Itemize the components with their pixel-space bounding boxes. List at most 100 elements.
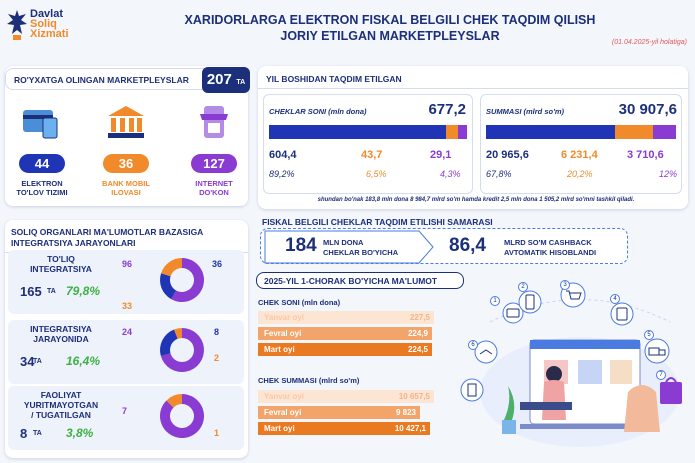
online-shop-icon <box>200 106 228 138</box>
integration-donut <box>160 394 204 438</box>
step-badge: 5 <box>644 330 654 340</box>
payment-systems-label: ELEKTRON TO'LOV TIZIMI <box>16 179 68 197</box>
integration-pct: 79,8% <box>66 284 101 298</box>
sum-val-2: 6 231,4 <box>561 149 598 161</box>
quarter-bar-month: Mart oyi <box>264 424 295 433</box>
quarter-checks-label: CHEK SONI (mln dona) <box>258 298 341 307</box>
bank-building-icon <box>108 106 144 138</box>
effect-right-value: 86,4 <box>449 235 486 256</box>
integration-header: SOLIQ ORGANLARI MA'LUMOTLAR BAZASIGA INT… <box>11 227 204 248</box>
money-hand-icon <box>474 340 498 364</box>
title-line1: XARIDORLARGA ELEKTRON FISKAL BELGILI CHE… <box>184 13 596 27</box>
donut-slice-a <box>171 258 204 302</box>
integration-row <box>8 320 244 384</box>
integration-donut <box>160 328 204 372</box>
checks-box: CHEKLAR SONI (mln dona) 677,2 604,4 43,7… <box>263 94 473 194</box>
step-badge: 3 <box>560 280 570 290</box>
sum-box: SUMMASI (mlrd so'm) 30 907,6 20 965,6 6 … <box>480 94 682 194</box>
sum-pct-3: 12% <box>659 169 678 179</box>
integration-row-title-line: JARAYONIDA <box>33 334 89 344</box>
logo-line3: Xizmati <box>30 28 69 40</box>
checks-bar-seg-2 <box>445 125 459 139</box>
integration-row-title-line: INTEGRATSIYA <box>30 324 92 334</box>
credit-card-terminal-icon <box>23 110 58 139</box>
integration-row-title-line: INTEGRATSIYA <box>30 264 92 274</box>
chevron-arrow-shape <box>264 230 434 264</box>
step-badge: 1 <box>490 296 500 306</box>
bank-apps-label: BANK MOBIL ILOVASI <box>102 179 150 197</box>
logo-line2: Soliq <box>30 18 57 30</box>
donut-slice-b <box>160 329 178 357</box>
donut-label-b: 36 <box>212 259 223 269</box>
integration-row-title-line: TO'LIQ <box>47 254 75 264</box>
quarter-bar: Fevral oyi 224,9 <box>258 327 432 340</box>
donut-label-c: 2 <box>214 353 220 363</box>
sum-bar-seg-3 <box>653 125 676 139</box>
quarter-bar-month: Yanvar oyi <box>264 392 305 401</box>
registered-panel: RO'YXATGA OLINGAN MARKETPLEYSLAR 207 TA … <box>5 66 250 206</box>
quarter-bar-value: 227,5 <box>409 313 430 322</box>
quarter-bar-value: 10 657,5 <box>398 392 430 401</box>
sum-val-3: 3 710,6 <box>627 149 664 161</box>
quarter-bar-value: 10 427,1 <box>394 424 426 433</box>
illustration-badges: 1 2 3 4 5 6 7 <box>460 280 692 460</box>
bank-apps-count: 36 <box>103 154 149 173</box>
sum-pct-2: 20,2% <box>567 169 593 179</box>
mobile-chat-icon <box>518 290 542 314</box>
quarter-bar: Yanvar oyi 227,5 <box>258 311 434 324</box>
integration-unit: TA <box>33 430 42 437</box>
donut-slice-c <box>166 394 182 408</box>
checks-val-1: 604,4 <box>269 149 297 161</box>
checks-bar-seg-1 <box>269 125 446 139</box>
step-badge: 6 <box>468 340 478 350</box>
checks-stacked-bar <box>269 125 467 139</box>
integration-pct: 3,8% <box>66 426 94 440</box>
donut-slice-a <box>160 328 204 372</box>
donut-label-a: 96 <box>122 259 133 269</box>
checks-pct-3: 4,3% <box>440 169 461 179</box>
integration-unit: TA <box>47 288 56 295</box>
quarter-bar-month: Fevral oyi <box>264 329 302 338</box>
quarter-bar: Yanvar oyi 10 657,5 <box>258 390 434 403</box>
integration-count: 165 <box>20 284 42 299</box>
page-title: XARIDORLARGA ELEKTRON FISKAL BELGILI CHE… <box>130 12 650 44</box>
checks-val-3: 29,1 <box>430 149 452 161</box>
integration-row-title: TO'LIQ INTEGRATSIYA <box>16 254 106 274</box>
donut-label-a: 7 <box>122 406 128 416</box>
quarter-bar-month: Mart oyi <box>264 345 295 354</box>
quarter-bar-month: Fevral oyi <box>264 408 302 417</box>
sum-pct-1: 67,8% <box>486 169 512 179</box>
checks-pct-2: 6,5% <box>366 169 387 179</box>
title-line2: JORIY ETILGAN MARKETPLEYSLAR <box>280 29 500 43</box>
quarter-bar: Mart oyi 224,5 <box>258 343 432 356</box>
integration-row-title-line: FAOLIYAT <box>40 390 82 400</box>
integration-row <box>8 386 244 450</box>
effect-left-text: MLN DONA CHEKLAR BO'YICHA <box>323 238 399 257</box>
quarter-bar: Fevral oyi 9 823 <box>258 406 420 419</box>
donut-slice-c <box>174 328 182 339</box>
illustration: 1 2 3 4 5 6 7 <box>460 280 692 460</box>
donut-label-b: 8 <box>214 327 220 337</box>
donut-slice-b <box>160 273 177 300</box>
effect-right-text: MLRD SO'M CASHBACK AVTOMATIK HISOBLANDI <box>504 238 597 257</box>
quarter-bar-value: 224,5 <box>407 345 428 354</box>
checks-pct-1: 89,2% <box>269 169 295 179</box>
quarter-bar-value: 9 823 <box>395 408 416 417</box>
integration-unit: TA <box>33 358 42 365</box>
logo-line1: Davlat <box>30 8 64 20</box>
registered-header: RO'YXATGA OLINGAN MARKETPLEYSLAR 207 TA <box>5 67 250 93</box>
quarter-bar-month: Yanvar oyi <box>264 313 305 322</box>
shopping-bag-icon <box>660 377 682 404</box>
quarter-header: 2025-YIL 1-CHORAK BO'YICHA MA'LUMOT <box>256 272 464 289</box>
sum-total: 30 907,6 <box>618 101 677 118</box>
date-note: (01.04.2025-yil holatiga) <box>611 39 687 46</box>
sum-bar-seg-1 <box>486 125 615 139</box>
effect-header: FISKAL BELGILI CHEKLAR TAQDIM ETILISHI S… <box>262 217 493 227</box>
registered-total: 207 TA <box>202 67 250 93</box>
year-footnote: shundan bo'nak 183,8 mln dona 8 984,7 ml… <box>317 197 635 203</box>
quarter-bar: Mart oyi 10 427,1 <box>258 422 430 435</box>
sum-bar-seg-2 <box>614 125 654 139</box>
integration-row-title-line: / TUGATILGAN <box>31 410 91 420</box>
sum-stacked-bar <box>486 125 676 139</box>
integration-row-title-line: YURITMAYOTGAN <box>23 400 99 410</box>
